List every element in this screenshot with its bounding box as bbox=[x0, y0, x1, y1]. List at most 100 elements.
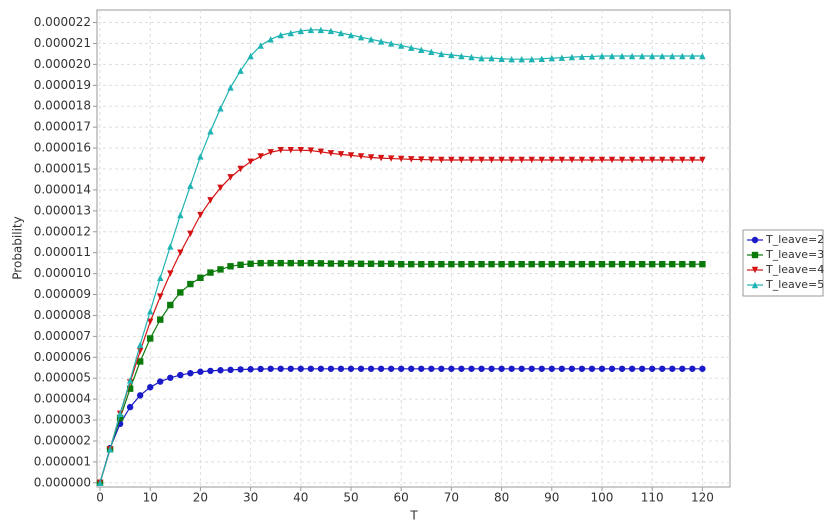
marker bbox=[438, 50, 445, 58]
marker bbox=[578, 53, 586, 60]
marker bbox=[578, 156, 586, 164]
marker bbox=[679, 156, 686, 164]
legend-label: T_leave=5 bbox=[765, 278, 824, 291]
marker bbox=[157, 293, 164, 300]
marker bbox=[287, 365, 294, 372]
marker bbox=[217, 105, 224, 112]
marker bbox=[367, 365, 375, 372]
marker bbox=[508, 156, 515, 164]
marker bbox=[157, 316, 164, 323]
marker bbox=[277, 146, 284, 154]
marker bbox=[136, 358, 144, 365]
marker bbox=[367, 260, 375, 267]
marker bbox=[608, 260, 616, 268]
marker bbox=[548, 260, 555, 268]
marker bbox=[207, 269, 214, 276]
marker bbox=[167, 243, 174, 250]
marker bbox=[307, 259, 315, 267]
marker bbox=[498, 260, 505, 268]
marker bbox=[458, 52, 465, 60]
x-tick-label: 90 bbox=[544, 491, 559, 505]
marker bbox=[478, 54, 485, 62]
marker bbox=[377, 154, 385, 162]
marker bbox=[367, 154, 375, 161]
marker bbox=[548, 365, 555, 372]
marker bbox=[257, 365, 264, 373]
y-tick-label: 0.000008 bbox=[34, 308, 91, 322]
marker bbox=[257, 259, 264, 267]
y-tick-label: 0.000007 bbox=[34, 329, 91, 343]
marker bbox=[508, 55, 515, 63]
marker bbox=[147, 335, 154, 342]
y-tick-label: 0.000012 bbox=[34, 224, 91, 238]
marker bbox=[187, 182, 194, 189]
marker bbox=[277, 31, 284, 39]
marker bbox=[428, 260, 435, 268]
marker bbox=[448, 365, 455, 372]
marker bbox=[518, 55, 525, 63]
marker bbox=[267, 149, 274, 156]
marker bbox=[628, 156, 636, 164]
marker bbox=[357, 33, 365, 41]
marker bbox=[448, 260, 455, 268]
marker bbox=[337, 365, 345, 372]
marker bbox=[488, 156, 495, 164]
marker bbox=[689, 52, 696, 60]
marker bbox=[357, 260, 365, 267]
marker bbox=[157, 274, 164, 281]
marker bbox=[568, 260, 576, 268]
marker bbox=[408, 156, 415, 163]
marker bbox=[277, 259, 284, 267]
marker bbox=[478, 156, 485, 164]
marker bbox=[528, 156, 535, 164]
y-tick-label: 0.000022 bbox=[34, 15, 91, 29]
marker bbox=[669, 52, 676, 60]
marker bbox=[227, 366, 234, 374]
marker bbox=[217, 266, 224, 273]
legend-marker bbox=[751, 251, 759, 259]
x-tick-label: 20 bbox=[193, 491, 208, 505]
marker bbox=[488, 260, 495, 268]
marker bbox=[498, 365, 505, 372]
marker bbox=[398, 260, 405, 268]
y-tick-label: 0.000015 bbox=[34, 162, 91, 176]
marker bbox=[568, 156, 576, 164]
marker bbox=[327, 27, 335, 35]
marker bbox=[648, 156, 656, 164]
marker bbox=[167, 301, 174, 309]
marker bbox=[418, 260, 425, 268]
marker bbox=[96, 479, 104, 487]
marker bbox=[638, 260, 646, 268]
marker bbox=[287, 259, 294, 267]
marker bbox=[207, 128, 214, 135]
marker bbox=[608, 52, 616, 60]
y-tick-label: 0.000002 bbox=[34, 433, 91, 447]
marker bbox=[136, 341, 144, 348]
marker bbox=[508, 365, 515, 372]
marker bbox=[638, 52, 646, 60]
marker bbox=[237, 366, 244, 373]
marker bbox=[197, 274, 204, 281]
marker bbox=[357, 153, 365, 160]
marker bbox=[197, 368, 204, 375]
marker bbox=[227, 84, 234, 91]
marker bbox=[628, 260, 636, 268]
marker bbox=[287, 146, 294, 154]
marker bbox=[197, 211, 204, 219]
marker bbox=[347, 365, 355, 372]
marker bbox=[116, 414, 124, 422]
marker bbox=[588, 365, 596, 372]
y-tick-label: 0.000019 bbox=[34, 78, 91, 92]
marker bbox=[337, 260, 345, 267]
marker bbox=[367, 36, 375, 43]
marker bbox=[237, 67, 244, 74]
marker bbox=[458, 365, 465, 372]
y-tick-label: 0.000001 bbox=[34, 454, 91, 468]
y-tick-label: 0.000017 bbox=[34, 120, 91, 134]
marker bbox=[438, 156, 445, 164]
marker bbox=[307, 147, 315, 154]
marker bbox=[518, 260, 525, 268]
y-tick-label: 0.000006 bbox=[34, 350, 91, 364]
marker bbox=[648, 52, 656, 60]
x-tick-label: 60 bbox=[394, 491, 409, 505]
